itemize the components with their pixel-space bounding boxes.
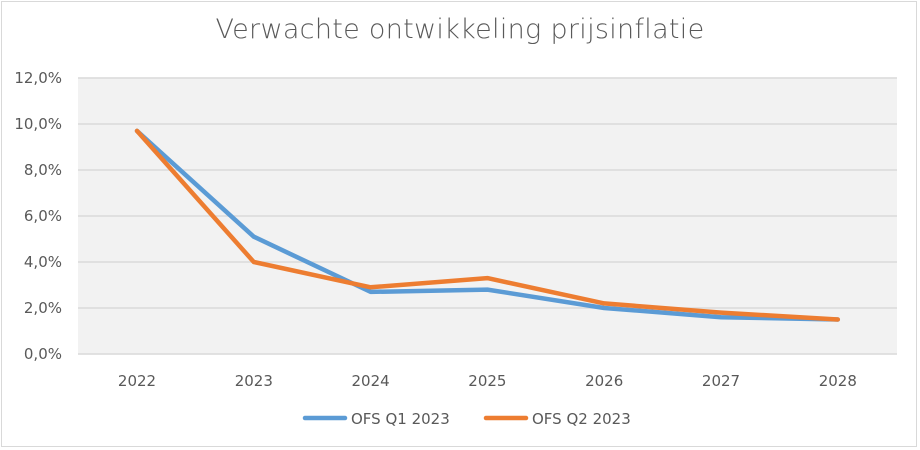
x-tick-label: 2025: [468, 372, 506, 390]
x-tick-label: 2027: [702, 372, 740, 390]
chart-title: Verwachte ontwikkeling prijsinflatie: [215, 14, 705, 45]
x-tick-label: 2024: [352, 372, 390, 390]
x-tick-label: 2026: [585, 372, 623, 390]
y-tick-label: 0,0%: [24, 345, 62, 363]
y-tick-label: 8,0%: [24, 161, 62, 179]
legend-label: OFS Q1 2023: [351, 410, 450, 428]
x-tick-label: 2022: [118, 372, 156, 390]
legend-label: OFS Q2 2023: [532, 410, 631, 428]
y-tick-label: 10,0%: [14, 115, 62, 133]
x-tick-label: 2023: [235, 372, 273, 390]
y-tick-label: 12,0%: [14, 69, 62, 87]
y-tick-label: 6,0%: [24, 207, 62, 225]
y-tick-label: 4,0%: [24, 253, 62, 271]
x-tick-label: 2028: [819, 372, 857, 390]
y-tick-label: 2,0%: [24, 299, 62, 317]
